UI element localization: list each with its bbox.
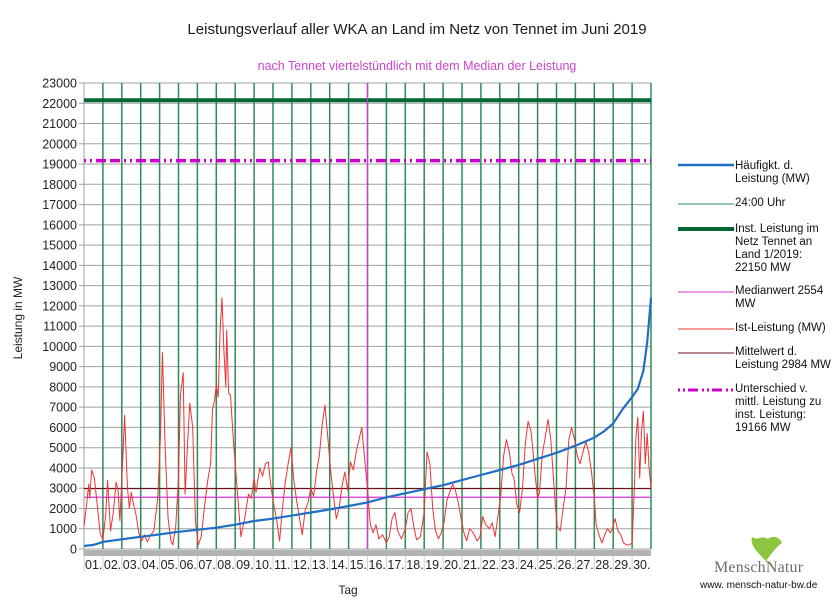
x-tick-labels: 01. 02. 03. 04. 05. 06. 07. 08. 09. 10. 11. 12. 13. 1… xyxy=(83,556,650,572)
legend-label: 24:00 Uhr xyxy=(735,197,786,209)
grid-lines xyxy=(79,82,651,556)
logo-url: www. mensch-natur-bw.de xyxy=(700,580,818,591)
legend-swatch-frequency xyxy=(678,163,734,167)
x-tick-label: 21. xyxy=(463,558,480,572)
legend-label: Ist-Leistung (MW) xyxy=(735,322,826,334)
actual-power-line xyxy=(83,297,652,546)
x-tick-label: 20. xyxy=(444,558,461,572)
ginkgo-leaf-icon xyxy=(751,536,782,565)
x-tick-label: 16. xyxy=(369,558,386,572)
y-tick-label: 18000 xyxy=(42,178,77,192)
legend-swatch-mean xyxy=(678,352,734,354)
legend-label: Inst. Leistung im Netz Tennet an Land 1/… xyxy=(735,223,819,274)
series-group xyxy=(83,83,653,549)
chart-subtitle: nach Tennet viertelstündlich mit dem Med… xyxy=(257,59,577,73)
y-tick-label: 21000 xyxy=(42,117,77,131)
y-tick-label: 6000 xyxy=(49,421,77,435)
x-tick-label: 05. xyxy=(161,558,178,572)
y-tick-label: 1000 xyxy=(49,522,77,536)
x-tick-label: 03. xyxy=(123,558,140,572)
y-tick-label: 22000 xyxy=(42,97,77,111)
legend-label: Medianwert 2554 MW xyxy=(735,285,824,310)
y-tick-label: 4000 xyxy=(49,461,77,475)
x-tick-label: 11. xyxy=(274,558,290,572)
y-tick-label: 19000 xyxy=(42,158,77,172)
x-tick-label: 12. xyxy=(293,558,310,572)
y-tick-label: 0 xyxy=(70,543,77,557)
x-tick-label: 23. xyxy=(501,558,518,572)
x-tick-label: 04. xyxy=(142,558,159,572)
y-tick-label: 8000 xyxy=(49,380,77,394)
legend-label: Häufigkt. d. Leistung (MW) xyxy=(735,160,810,185)
x-tick-label: 10. xyxy=(255,558,272,572)
x-tick-label: 30. xyxy=(633,558,650,572)
x-tick-label: 08. xyxy=(217,558,234,572)
x-axis-label: Tag xyxy=(338,583,357,597)
x-tick-label: 27. xyxy=(576,558,593,572)
x-tick-label: 15. xyxy=(350,558,367,572)
x-tick-label: 19. xyxy=(425,558,442,572)
chart-title: Leistungsverlauf aller WKA an Land im Ne… xyxy=(187,21,647,38)
legend-swatch-difference xyxy=(678,388,734,392)
legend-swatch-actual xyxy=(678,328,734,330)
y-axis-label: Leistung in MW xyxy=(11,276,25,359)
x-tick-label: 17. xyxy=(387,558,404,572)
y-tick-label: 3000 xyxy=(49,482,77,496)
legend-swatch-median xyxy=(678,291,734,293)
y-tick-label: 16000 xyxy=(42,218,77,232)
y-tick-label: 12000 xyxy=(42,299,77,313)
y-tick-label: 9000 xyxy=(49,360,77,374)
x-tick-label: 28. xyxy=(595,558,612,572)
y-tick-labels: 0 1000 2000 3000 4000 5000 6000 7000 8000 9000 100… xyxy=(42,77,77,557)
x-tick-label: 22. xyxy=(482,558,499,572)
x-tick-label: 29. xyxy=(614,558,631,572)
x-tick-label: 13. xyxy=(312,558,329,572)
y-tick-label: 13000 xyxy=(42,279,77,293)
x-tick-label: 09. xyxy=(236,558,253,572)
logo: MenschNatur www. mensch-natur-bw.de xyxy=(700,533,834,600)
frequency-curve xyxy=(83,297,653,548)
logo-name: MenschNatur xyxy=(714,559,804,576)
x-axis-bar xyxy=(84,550,651,556)
x-tick-label: 06. xyxy=(180,558,197,572)
y-tick-label: 23000 xyxy=(42,77,77,91)
legend-swatch-midnight xyxy=(678,203,734,205)
y-tick-label: 10000 xyxy=(42,340,77,354)
x-tick-label: 01. xyxy=(85,558,102,572)
x-tick-label: 24. xyxy=(520,558,537,572)
y-tick-label: 20000 xyxy=(42,137,77,151)
x-tick-label: 07. xyxy=(198,558,215,572)
y-tick-label: 15000 xyxy=(42,239,77,253)
x-tick-label: 02. xyxy=(104,558,121,572)
x-tick-label: 26. xyxy=(558,558,575,572)
legend-label: Mittelwert d. Leistung 2984 MW xyxy=(735,346,831,371)
y-tick-label: 7000 xyxy=(49,401,77,415)
legend-swatch-installed xyxy=(678,227,734,231)
y-tick-label: 5000 xyxy=(49,441,77,455)
x-tick-label: 25. xyxy=(539,558,556,572)
x-tick-label: 14. xyxy=(331,558,348,572)
legend-label: Unterschied v. mittl. Leistung zu inst. … xyxy=(735,383,822,434)
y-tick-label: 2000 xyxy=(49,502,77,516)
y-tick-label: 11000 xyxy=(43,320,77,334)
y-tick-label: 17000 xyxy=(42,198,77,212)
x-tick-label: 18. xyxy=(406,558,423,572)
y-tick-label: 14000 xyxy=(42,259,77,273)
